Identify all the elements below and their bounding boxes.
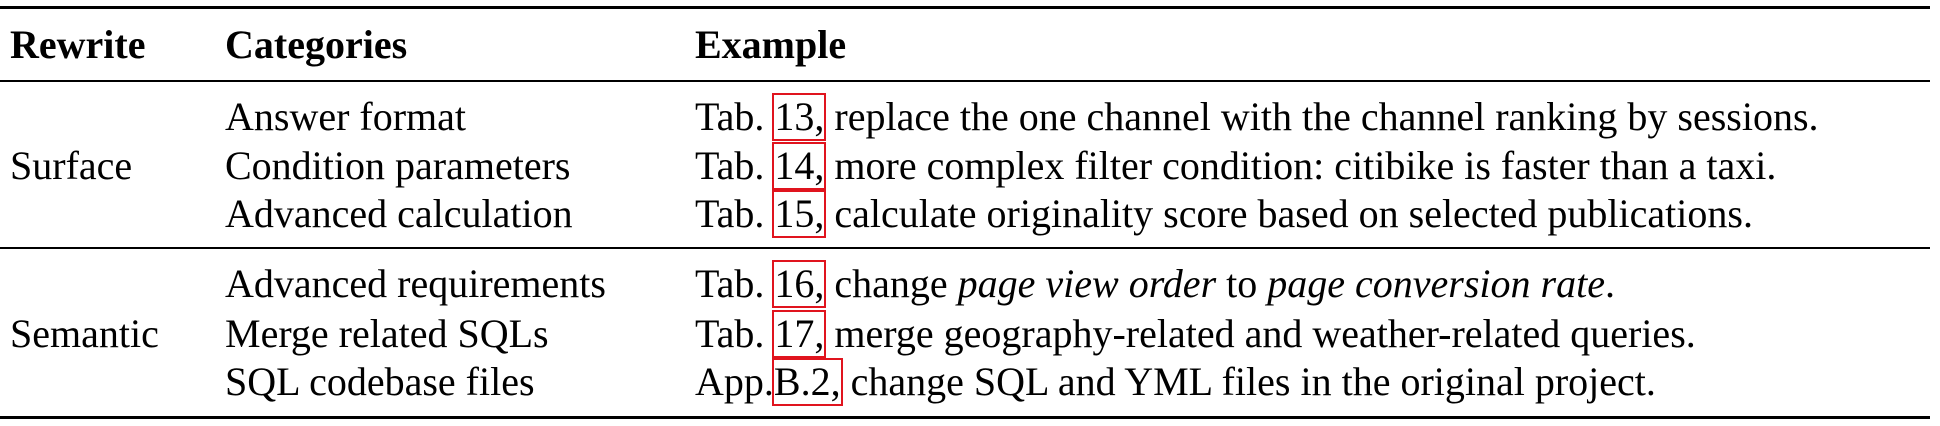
example-text: replace the one channel with the channel… (824, 94, 1819, 139)
category-condition-parameters: Condition parameters (225, 143, 571, 188)
table-ref-link[interactable]: 13, (772, 93, 827, 141)
example-text: change SQL and YML files in the original… (840, 359, 1656, 404)
example-prefix: Tab. (695, 191, 775, 236)
example-row: Tab. 14, more complex filter condition: … (695, 142, 1776, 190)
header-categories: Categories (225, 22, 408, 67)
group-rule (0, 247, 1930, 249)
appendix-ref-link[interactable]: B.2, (771, 358, 843, 406)
example-text: to (1216, 261, 1268, 306)
example-prefix: Tab. (695, 94, 775, 139)
example-prefix: Tab. (695, 143, 775, 188)
example-row: App.B.2, change SQL and YML files in the… (695, 358, 1656, 406)
bottom-rule (0, 416, 1930, 419)
example-row: Tab. 15, calculate originality score bas… (695, 190, 1753, 238)
category-merge-related-sqls: Merge related SQLs (225, 311, 549, 356)
example-prefix: Tab. (695, 261, 775, 306)
example-row: Tab. 16, change page view order to page … (695, 260, 1615, 308)
example-italic-term: page conversion rate (1267, 261, 1605, 306)
example-row: Tab. 13, replace the one channel with th… (695, 93, 1819, 141)
example-prefix: Tab. (695, 311, 775, 356)
example-text: calculate originality score based on sel… (824, 191, 1753, 236)
example-prefix: App. (695, 359, 774, 404)
category-advanced-requirements: Advanced requirements (225, 261, 606, 306)
table-ref-link[interactable]: 14, (772, 142, 827, 190)
category-advanced-calculation: Advanced calculation (225, 191, 573, 236)
example-text: . (1604, 261, 1615, 306)
example-text: more complex filter condition: citibike … (824, 143, 1777, 188)
group-label-semantic: Semantic (10, 311, 159, 356)
category-sql-codebase-files: SQL codebase files (225, 359, 535, 404)
header-rewrite: Rewrite (10, 22, 146, 67)
category-answer-format: Answer format (225, 94, 467, 139)
example-text: change (824, 261, 958, 306)
table-ref-link[interactable]: 17, (772, 310, 827, 358)
header-example: Example (695, 22, 847, 67)
group-label-surface: Surface (10, 143, 133, 188)
example-italic-term: page view order (957, 261, 1217, 306)
example-row: Tab. 17, merge geography-related and wea… (695, 310, 1696, 358)
table-ref-link[interactable]: 16, (772, 260, 827, 308)
example-text: merge geography-related and weather-rela… (824, 311, 1696, 356)
table-ref-link[interactable]: 15, (772, 190, 827, 238)
header-rule (0, 80, 1930, 82)
top-rule (0, 6, 1930, 9)
